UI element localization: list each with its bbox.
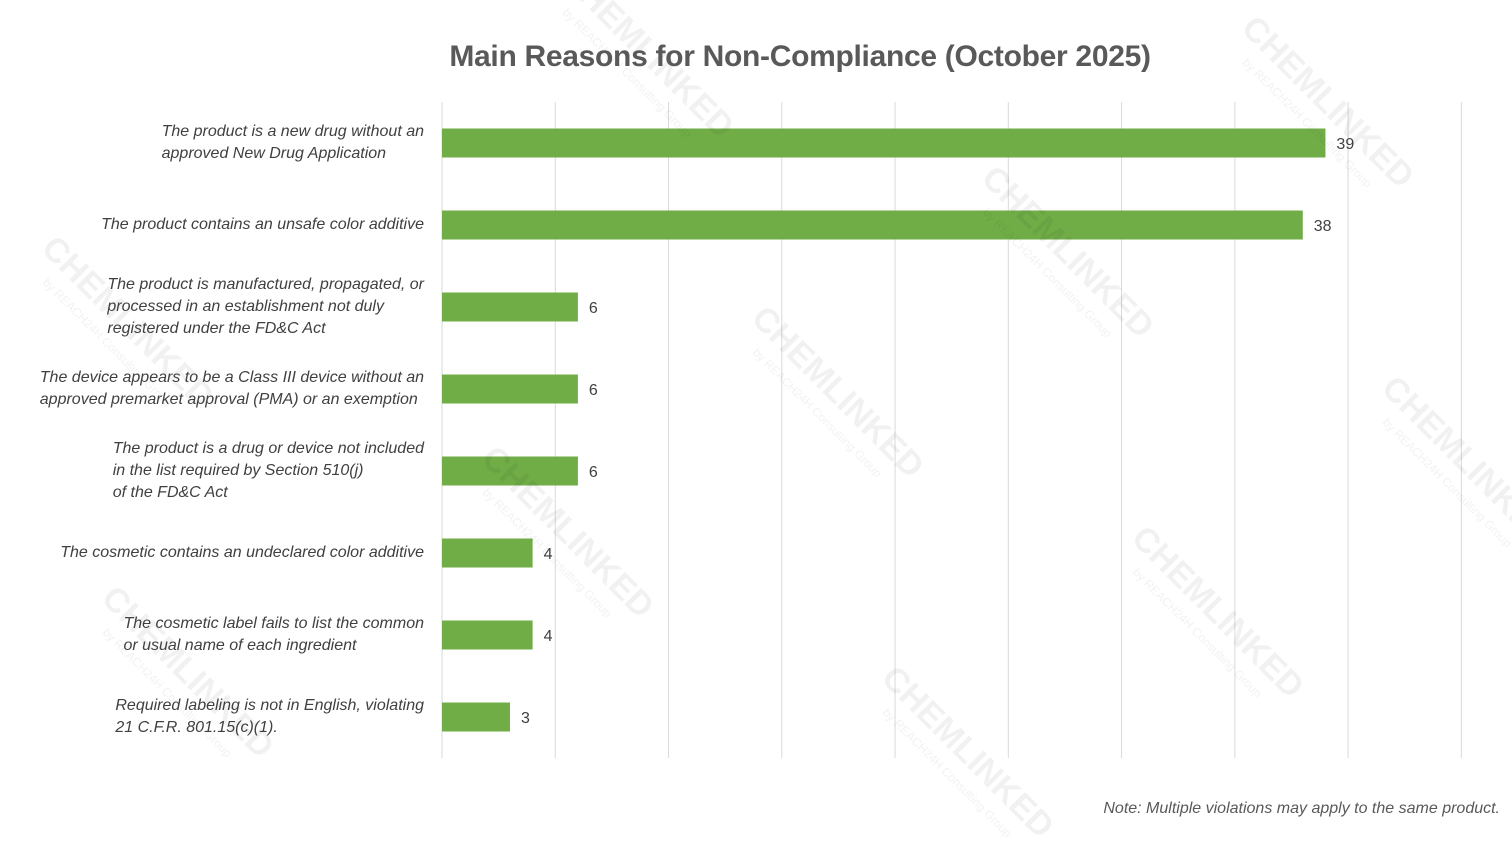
- bar: [442, 292, 578, 322]
- bar: [442, 210, 1303, 240]
- svg-text:CHEMLINKED: CHEMLINKED: [974, 159, 1161, 346]
- category-label: Required labeling is not in English, vio…: [115, 697, 424, 736]
- data-label: 6: [589, 382, 598, 399]
- category-label: The product contains an unsafe color add…: [101, 216, 424, 233]
- bars: [442, 128, 1326, 732]
- data-label: 38: [1314, 218, 1332, 235]
- data-label: 39: [1336, 136, 1354, 153]
- data-labels: 39 38 6 6 6 4 4 3: [521, 136, 1354, 727]
- category-label: The device appears to be a Class III dev…: [39, 369, 424, 408]
- bar: [442, 702, 510, 732]
- bar: [442, 456, 578, 486]
- gridlines: [441, 102, 1462, 758]
- category-label: The cosmetic contains an undeclared colo…: [60, 544, 424, 561]
- data-label: 6: [589, 300, 598, 317]
- category-label: The cosmetic label fails to list the com…: [123, 615, 424, 654]
- footnote: Note: Multiple violations may apply to t…: [1103, 800, 1500, 817]
- data-label: 4: [544, 546, 553, 563]
- category-label: The product is a drug or device not incl…: [112, 440, 424, 501]
- data-label: 6: [589, 464, 598, 481]
- data-label: 3: [521, 710, 530, 727]
- svg-text:CHEMLINKED: CHEMLINKED: [1124, 519, 1311, 706]
- bar: [442, 128, 1326, 158]
- category-label: The product is manufactured, propagated,…: [107, 276, 424, 337]
- chart-title: Main Reasons for Non-Compliance (October…: [449, 40, 1151, 73]
- data-label: 4: [544, 628, 553, 645]
- category-label: The product is a new drug without an app…: [161, 123, 424, 162]
- bar: [442, 620, 533, 650]
- svg-text:CHEMLINKED: CHEMLINKED: [874, 659, 1061, 844]
- svg-text:CHEMLINKED: CHEMLINKED: [744, 299, 931, 486]
- bar: [442, 538, 533, 568]
- bar: [442, 374, 578, 404]
- svg-text:CHEMLINKED: CHEMLINKED: [1234, 9, 1421, 196]
